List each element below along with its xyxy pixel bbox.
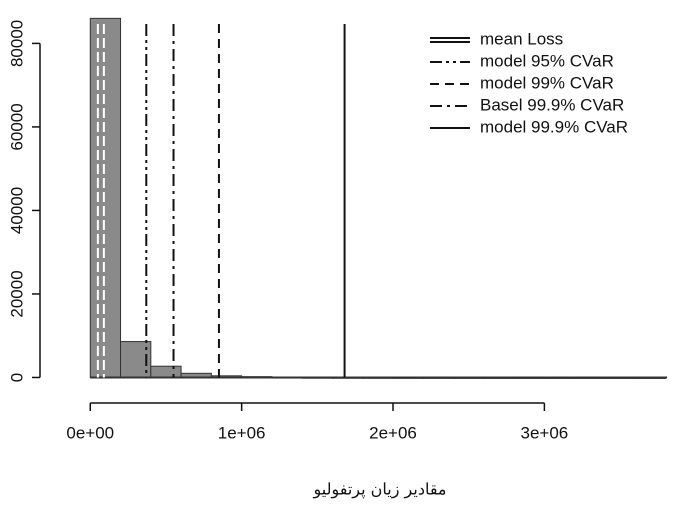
legend-label: model 99% CVaR — [480, 73, 614, 92]
bar — [150, 365, 182, 378]
y-tick-label: 0 — [7, 373, 26, 382]
x-tick-label: 3e+06 — [521, 423, 569, 442]
x-axis-label: مقادیر زیان پرتفولیو — [313, 480, 447, 499]
y-tick-label: 60000 — [7, 103, 26, 150]
y-tick-label: 80000 — [7, 20, 26, 67]
legend-label: Basel 99.9% CVaR — [480, 95, 624, 114]
legend-label: model 95% CVaR — [480, 51, 614, 70]
bar — [89, 17, 122, 378]
y-tick-label: 20000 — [7, 270, 26, 317]
x-tick-label: 2e+06 — [369, 423, 417, 442]
legend-label: model 99.9% CVaR — [480, 117, 628, 136]
legend-label: mean Loss — [480, 29, 563, 48]
x-tick-label: 0e+00 — [66, 423, 114, 442]
y-tick-label: 40000 — [7, 187, 26, 234]
x-tick-label: 1e+06 — [218, 423, 266, 442]
